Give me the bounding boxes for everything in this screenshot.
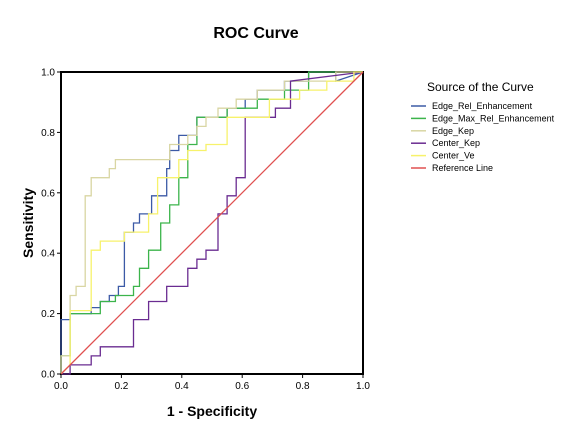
- series-line-center-kep: [61, 71, 364, 375]
- x-axis-label: 1 - Specificity: [167, 403, 257, 419]
- series-line-center-ve: [60, 71, 363, 375]
- y-tick-label: 0.8: [41, 128, 55, 139]
- y-tick-label: 0.6: [41, 188, 55, 199]
- legend-title: Source of the Curve: [427, 80, 534, 94]
- legend-entry-label: Reference Line: [432, 163, 493, 173]
- y-axis-label: Sensitivity: [20, 188, 36, 258]
- legend-entry-label: Edge_Rel_Enhancement: [432, 101, 533, 111]
- series-layer: [60, 71, 364, 375]
- series-line-reference-line: [60, 71, 364, 375]
- legend-entry-label: Center_Ve: [432, 151, 475, 161]
- series-line-edge-kep: [60, 71, 363, 374]
- legend-entry-label: Edge_Max_Rel_Enhancement: [432, 113, 555, 123]
- legend-entry-label: Edge_Kep: [432, 126, 474, 136]
- x-tick-label: 0.0: [54, 381, 68, 392]
- x-tick-label: 0.4: [175, 381, 189, 392]
- tick-layer: 0.0 0.2 0.4 0.6 0.8 1.0 0.0 0.2 0.4 0.6 0.8 1.0: [41, 68, 370, 393]
- legend: Source of the Curve Edge_Rel_Enhancement…: [411, 80, 555, 173]
- x-tick-label: 0.2: [114, 381, 128, 392]
- x-tick-label: 1.0: [356, 381, 370, 392]
- chart-title: ROC Curve: [213, 25, 298, 42]
- y-tick-label: 0.4: [41, 249, 55, 260]
- series-line-edge-max-rel-enhancement: [60, 71, 363, 374]
- y-tick-label: 0.0: [41, 370, 55, 381]
- x-tick-label: 0.8: [296, 381, 310, 392]
- y-tick-label: 0.2: [41, 309, 55, 320]
- x-tick-label: 0.6: [235, 381, 249, 392]
- y-tick-label: 1.0: [41, 68, 55, 79]
- legend-entry-label: Center_Kep: [432, 138, 480, 148]
